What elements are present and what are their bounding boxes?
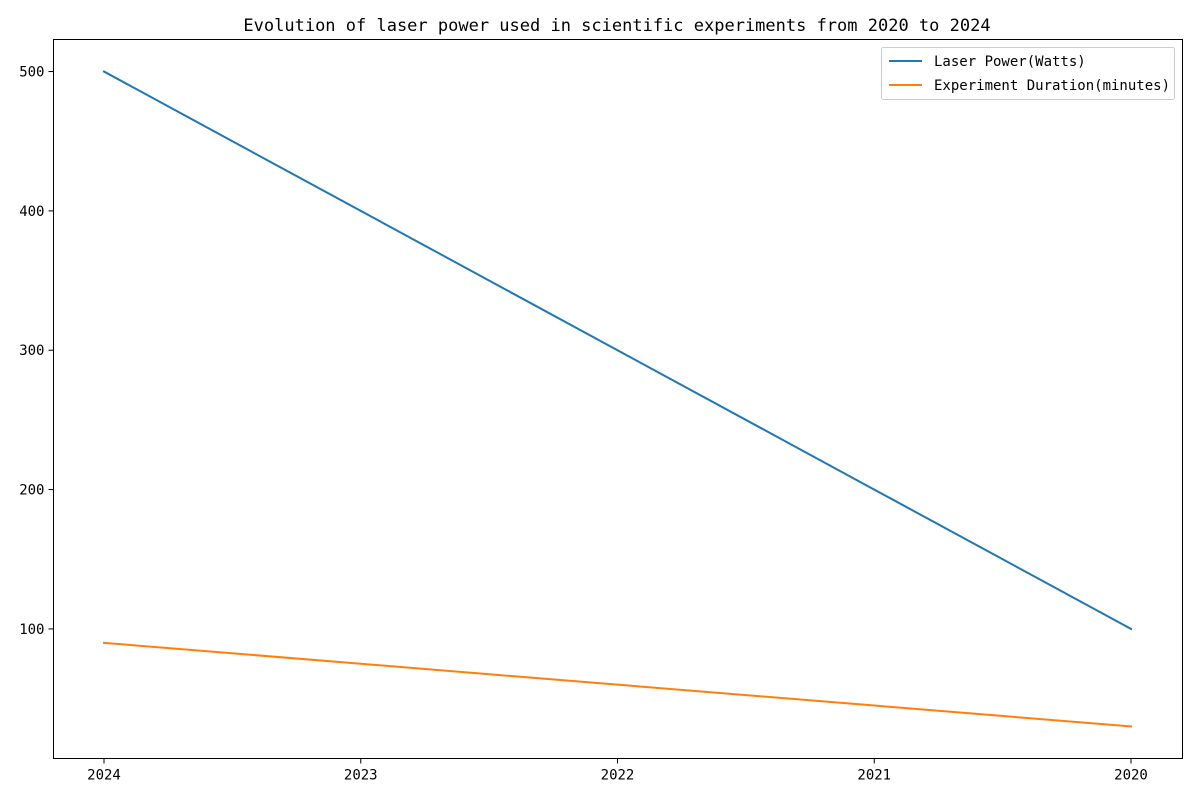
data-point-laser-power-2021 <box>873 488 876 491</box>
legend-box <box>881 47 1175 100</box>
x-tick-label-2023: 2023 <box>344 768 378 784</box>
data-point-experiment-duration-2023 <box>359 662 362 665</box>
legend-label-laser-power: Laser Power(Watts) <box>934 54 1086 70</box>
x-tick-label-2024: 2024 <box>87 768 121 784</box>
data-point-laser-power-2023 <box>359 209 362 212</box>
y-tick-label-500: 500 <box>19 65 44 81</box>
series-layer <box>102 70 1133 728</box>
y-tick-label-400: 400 <box>19 204 44 220</box>
x-tick-label-2022: 2022 <box>601 768 635 784</box>
legend-label-experiment-duration: Experiment Duration(minutes) <box>934 78 1170 94</box>
x-axis: 2024 2023 2022 2021 2020 <box>87 758 1148 784</box>
data-point-experiment-duration-2022 <box>616 683 619 686</box>
chart-title: Evolution of laser power used in scienti… <box>243 16 990 36</box>
data-point-experiment-duration-2020 <box>1130 725 1132 728</box>
data-point-laser-power-2020 <box>1130 627 1132 630</box>
data-point-laser-power-2024 <box>103 70 105 73</box>
legend: Laser Power(Watts) Experiment Duration(m… <box>881 47 1175 100</box>
x-tick-label-2021: 2021 <box>857 768 891 784</box>
y-tick-label-300: 300 <box>19 343 44 359</box>
data-point-experiment-duration-2021 <box>873 704 876 707</box>
data-point-experiment-duration-2024 <box>103 641 105 644</box>
plot-area <box>53 39 1183 759</box>
y-tick-label-100: 100 <box>19 622 44 638</box>
x-tick-label-2020: 2020 <box>1114 768 1148 784</box>
y-axis: 100 200 300 400 500 <box>19 65 54 638</box>
data-point-laser-power-2022 <box>616 349 619 352</box>
y-tick-label-200: 200 <box>19 483 44 499</box>
